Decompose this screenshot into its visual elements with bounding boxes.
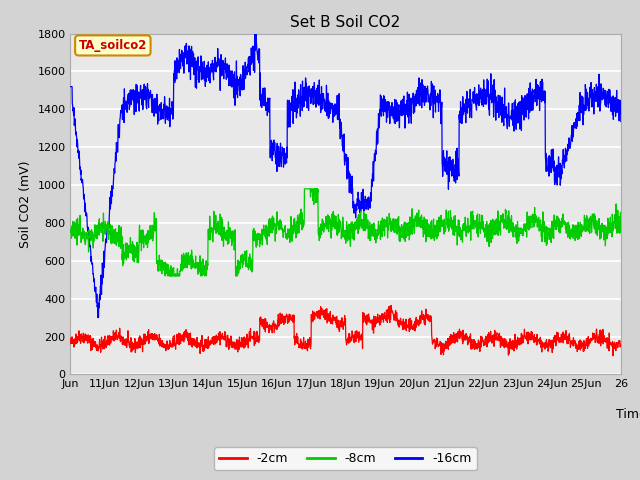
Title: Set B Soil CO2: Set B Soil CO2 — [291, 15, 401, 30]
X-axis label: Time: Time — [616, 408, 640, 421]
Text: TA_soilco2: TA_soilco2 — [79, 39, 147, 52]
Legend: -2cm, -8cm, -16cm: -2cm, -8cm, -16cm — [214, 447, 477, 470]
Y-axis label: Soil CO2 (mV): Soil CO2 (mV) — [19, 160, 32, 248]
